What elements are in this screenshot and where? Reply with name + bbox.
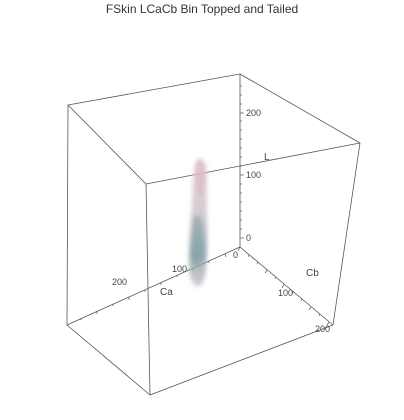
box-edge-front-vertical (145, 183, 151, 396)
cb-tick-label-100: 100 (278, 288, 293, 298)
l-axis-label: L (264, 152, 270, 163)
l-tick-label-100: 100 (246, 170, 261, 180)
box-edge-front-top (145, 142, 361, 185)
box-edge-bottom-back-right (239, 246, 334, 326)
density-cloud (189, 158, 208, 287)
box-edge-right-vertical (332, 142, 361, 326)
cb-axis-label: Cb (306, 268, 319, 279)
box-edge-bottom-left (66, 324, 151, 396)
box-edge-bottom-back-left (66, 246, 241, 326)
ca-tick-label-100: 100 (172, 264, 187, 274)
density-cloud-top (195, 158, 205, 196)
ca-axis-label: Ca (160, 287, 173, 298)
chart-title: FSkin LCaCb Bin Topped and Tailed (105, 2, 299, 16)
density-cloud-core (191, 214, 204, 266)
box-edge-back-top (67, 73, 241, 106)
box-edge-left-back (66, 104, 69, 326)
cb-axis-ticks (237, 246, 330, 326)
l-axis-ticks (240, 85, 244, 239)
box-edge-left-top (67, 104, 147, 185)
box-edge-right-top (239, 73, 361, 144)
l-tick-label-200: 200 (246, 108, 261, 118)
cb-tick-label-200: 200 (315, 324, 330, 334)
l-tick-label-0: 0 (246, 233, 251, 243)
box-edge-bottom-front (149, 324, 334, 396)
bounding-box (66, 73, 361, 396)
cb-tick-label-0: 0 (233, 250, 238, 260)
ca-tick-label-200: 200 (112, 277, 127, 287)
